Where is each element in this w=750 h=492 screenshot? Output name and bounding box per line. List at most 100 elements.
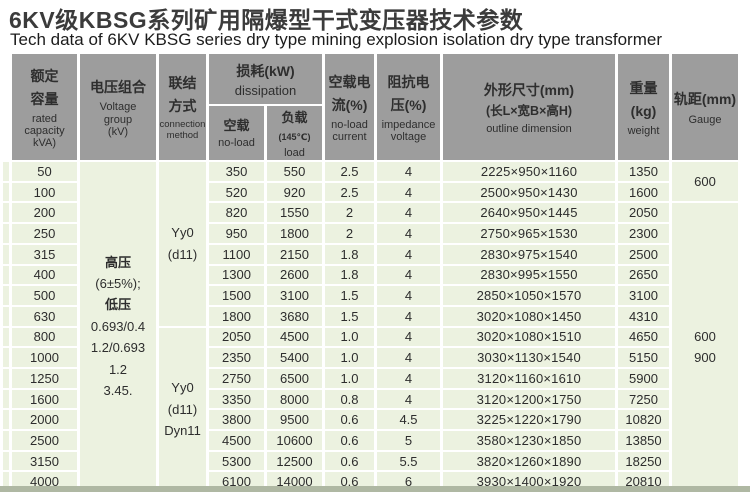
- table-row: 1000 2350 5400 1.0 4 3030×1130×1540 5150: [3, 348, 738, 367]
- header-voltage-en: Voltage group (kV): [99, 101, 137, 138]
- table-row: 630 1800 3680 1.5 4 3020×1080×1450 4310: [3, 306, 738, 326]
- spec-table: 额定 容量 rated capacity kVA) 电压组合 Voltage g…: [0, 52, 741, 492]
- table-row: 100 520 920 2.5 4 2500×950×1430 1600: [3, 182, 738, 202]
- no-load-current-cell: 1.0: [325, 348, 374, 367]
- no-load-current-cell: 1.0: [325, 327, 374, 347]
- header-no-load-loss-zh: 空载: [223, 117, 250, 133]
- load-loss-cell: 2150: [267, 244, 322, 264]
- capacity-cell: 250: [12, 224, 77, 243]
- header-voltage-zh: 电压组合: [90, 79, 146, 96]
- load-loss-cell: 550: [267, 162, 322, 181]
- left-gutter-cell: [3, 244, 9, 264]
- table-row: 315 1100 2150 1.8 4 2830×975×1540 2500: [3, 244, 738, 264]
- no-load-loss-cell: 1100: [209, 244, 264, 264]
- weight-cell: 13850: [618, 431, 669, 450]
- no-load-loss-cell: 4500: [209, 431, 264, 450]
- header-no-load-current-zh: 空载电 流(%): [328, 73, 371, 113]
- bottom-border-strip: [0, 486, 750, 492]
- load-loss-cell: 2600: [267, 265, 322, 285]
- outline-dimension-cell: 3120×1200×1750: [443, 389, 615, 409]
- header-gauge-zh: 轨距(mm): [673, 91, 737, 108]
- connection-method-cell: Yy0 (d11) Dyn11: [159, 327, 206, 492]
- header-connection-en: connection method: [159, 119, 206, 142]
- load-loss-cell: 1550: [267, 203, 322, 223]
- table-row: 800 Yy0 (d11) Dyn11 2050 4500 1.0 4 3020×1080×…: [3, 327, 738, 492]
- table-row: 1600 3350 8000 0.8 4 3120×1200×1750 7250: [3, 389, 738, 409]
- col-header-dissipation: 损耗(kW) dissipation: [209, 54, 322, 104]
- col-header-weight: 重量(kg) weight: [618, 54, 669, 161]
- no-load-loss-cell: 820: [209, 203, 264, 223]
- outline-dimension-cell: 2640×950×1445: [443, 203, 615, 223]
- load-loss-cell: 4500: [267, 327, 322, 347]
- left-gutter-cell: [3, 224, 9, 243]
- capacity-cell: 1600: [12, 389, 77, 409]
- no-load-loss-cell: 520: [209, 182, 264, 202]
- outline-dimension-cell: 3820×1260×1890: [443, 451, 615, 471]
- gauge-cell: 600 900: [672, 203, 738, 492]
- outline-dimension-cell: 2225×950×1160: [443, 162, 615, 181]
- left-gutter-cell: [3, 286, 9, 305]
- impedance-voltage-cell: 4: [377, 224, 440, 243]
- impedance-voltage-cell: 4: [377, 162, 440, 181]
- capacity-cell: 315: [12, 244, 77, 264]
- weight-cell: 2650: [618, 265, 669, 285]
- capacity-cell: 200: [12, 203, 77, 223]
- no-load-current-cell: 1.0: [325, 368, 374, 388]
- left-gutter-cell: [3, 410, 9, 430]
- header-dimension-en: outline dimension: [486, 122, 572, 135]
- load-loss-cell: 10600: [267, 431, 322, 450]
- table-row: 400 1300 2600 1.8 4 2830×995×1550 2650: [3, 265, 738, 285]
- impedance-voltage-cell: 4.5: [377, 410, 440, 430]
- no-load-loss-cell: 3800: [209, 410, 264, 430]
- outline-dimension-cell: 3020×1080×1510: [443, 327, 615, 347]
- page-title-chinese: 6KV级KBSG系列矿用隔爆型干式变压器技术参数: [9, 7, 524, 33]
- table-row: 1250 2750 6500 1.0 4 3120×1160×1610 5900: [3, 368, 738, 388]
- left-gutter-cell: [3, 203, 9, 223]
- outline-dimension-cell: 3030×1130×1540: [443, 348, 615, 367]
- table-row: 3150 5300 12500 0.6 5.5 3820×1260×1890 18250: [3, 451, 738, 471]
- left-gutter-cell: [3, 348, 9, 367]
- load-loss-cell: 3100: [267, 286, 322, 305]
- capacity-cell: 630: [12, 306, 77, 326]
- weight-cell: 10820: [618, 410, 669, 430]
- impedance-voltage-cell: 5: [377, 431, 440, 450]
- no-load-loss-cell: 950: [209, 224, 264, 243]
- left-gutter-cell: [3, 162, 9, 181]
- impedance-voltage-cell: 4: [377, 244, 440, 264]
- no-load-current-cell: 2.5: [325, 182, 374, 202]
- left-gutter-cell: [3, 389, 9, 409]
- outline-dimension-cell: 2830×995×1550: [443, 265, 615, 285]
- no-load-current-cell: 1.5: [325, 306, 374, 326]
- table-row: 250 950 1800 2 4 2750×965×1530 2300: [3, 224, 738, 243]
- col-header-load-loss: 负载 (145℃) load: [267, 106, 322, 161]
- no-load-current-cell: 1.8: [325, 265, 374, 285]
- capacity-cell: 50: [12, 162, 77, 181]
- table-row: 2500 4500 10600 0.6 5 3580×1230×1850 13850: [3, 431, 738, 450]
- capacity-cell: 100: [12, 182, 77, 202]
- weight-cell: 7250: [618, 389, 669, 409]
- header-no-load-current-en: no-load current: [331, 119, 368, 144]
- left-gutter-cell: [3, 306, 9, 326]
- header-gauge-en: Gauge: [688, 113, 722, 126]
- weight-cell: 5900: [618, 368, 669, 388]
- no-load-loss-cell: 1500: [209, 286, 264, 305]
- no-load-loss-cell: 2750: [209, 368, 264, 388]
- left-gutter-cell: [3, 182, 9, 202]
- col-header-impedance: 阻抗电 压(%) impedance voltage: [377, 54, 440, 161]
- no-load-current-cell: 0.6: [325, 431, 374, 450]
- outline-dimension-cell: 3120×1160×1610: [443, 368, 615, 388]
- weight-cell: 2300: [618, 224, 669, 243]
- no-load-current-cell: 2: [325, 224, 374, 243]
- header-capacity-en: rated capacity kVA): [24, 113, 65, 150]
- header-dimension-zh2: (长L×宽B×高H): [485, 104, 573, 119]
- capacity-cell: 3150: [12, 451, 77, 471]
- load-loss-cell: 12500: [267, 451, 322, 471]
- impedance-voltage-cell: 4: [377, 265, 440, 285]
- load-loss-cell: 3680: [267, 306, 322, 326]
- no-load-current-cell: 2: [325, 203, 374, 223]
- header-connection-zh: 联结 方式: [168, 75, 197, 115]
- outline-dimension-cell: 2500×950×1430: [443, 182, 615, 202]
- weight-cell: 4310: [618, 306, 669, 326]
- left-gutter-header: [3, 54, 9, 160]
